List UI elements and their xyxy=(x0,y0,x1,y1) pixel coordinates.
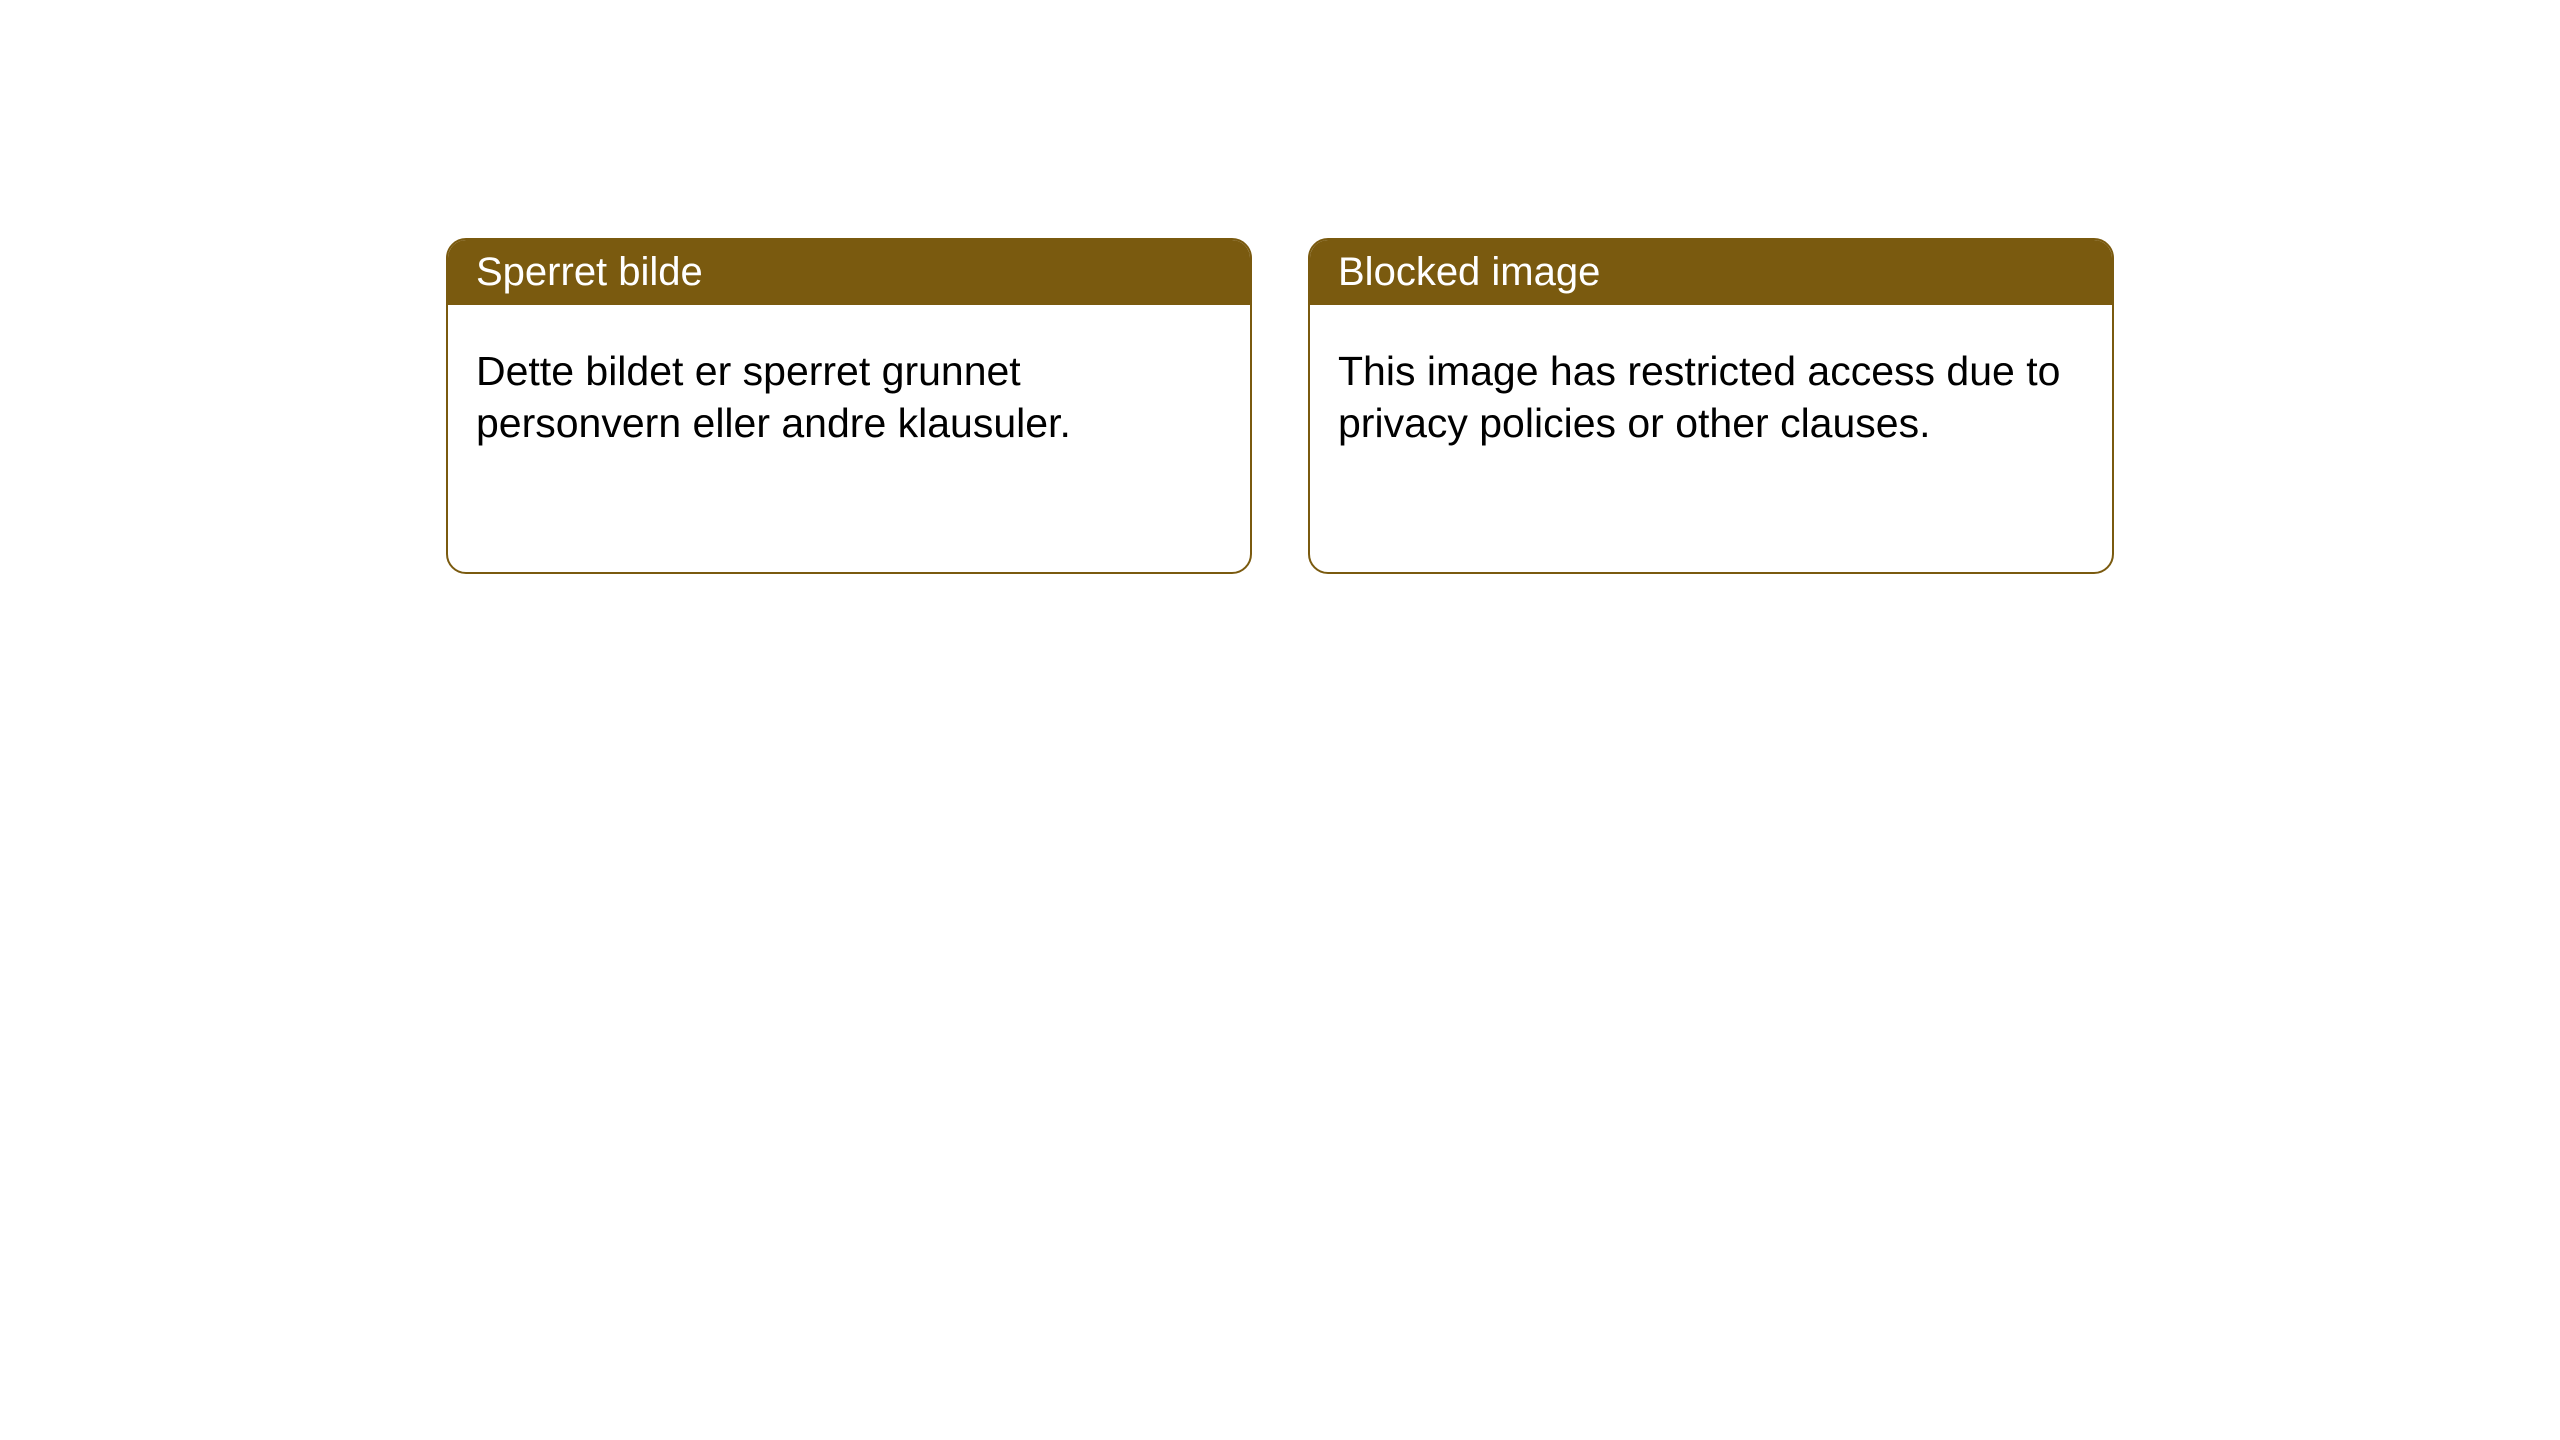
card-body-norwegian: Dette bildet er sperret grunnet personve… xyxy=(448,305,1250,490)
card-body-english: This image has restricted access due to … xyxy=(1310,305,2112,490)
card-text: This image has restricted access due to … xyxy=(1338,348,2060,446)
card-norwegian: Sperret bilde Dette bildet er sperret gr… xyxy=(446,238,1252,574)
card-header-english: Blocked image xyxy=(1310,240,2112,305)
card-text: Dette bildet er sperret grunnet personve… xyxy=(476,348,1071,446)
card-title: Sperret bilde xyxy=(476,250,703,294)
card-english: Blocked image This image has restricted … xyxy=(1308,238,2114,574)
card-title: Blocked image xyxy=(1338,250,1600,294)
cards-container: Sperret bilde Dette bildet er sperret gr… xyxy=(0,0,2560,574)
card-header-norwegian: Sperret bilde xyxy=(448,240,1250,305)
